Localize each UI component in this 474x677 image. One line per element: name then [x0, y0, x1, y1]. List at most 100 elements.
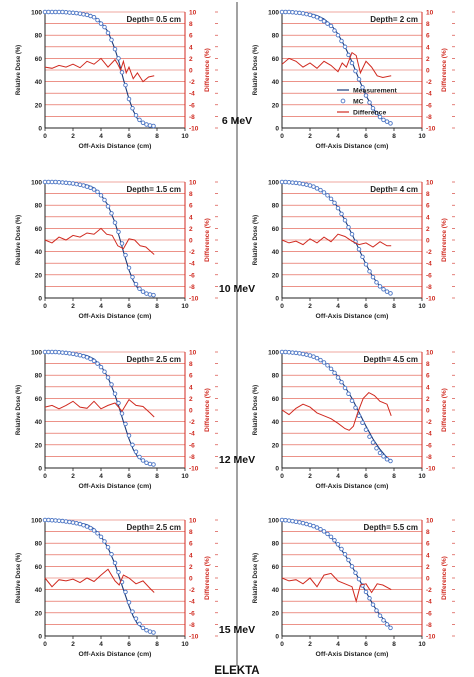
mc-marker: [363, 93, 369, 98]
y-tick-label: 60: [35, 564, 43, 571]
y2-tick-label: 8: [189, 191, 193, 198]
y-tick-label: 0: [38, 296, 42, 303]
mc-marker: [95, 361, 100, 366]
mc-marker: [53, 179, 58, 185]
mc-marker: [88, 356, 93, 362]
y2-tick-label: -10: [426, 296, 436, 303]
mc-marker: [346, 52, 351, 58]
mc-marker: [123, 421, 128, 427]
y2-tick-label: -2: [189, 587, 195, 594]
y-tick-label: 100: [268, 350, 279, 357]
y2-tick-label: 0: [426, 68, 430, 75]
y2-tick-label: 10: [189, 350, 197, 357]
mc-marker: [140, 120, 146, 126]
y2-tick-label: 6: [189, 373, 193, 380]
mc-marker: [283, 517, 288, 523]
mc-marker: [304, 11, 309, 17]
measurement-line: [45, 11, 155, 127]
mc-marker: [363, 262, 369, 267]
mc-marker: [332, 28, 337, 33]
mc-marker: [360, 420, 365, 426]
mc-marker: [339, 211, 344, 217]
difference-line: [44, 57, 155, 83]
x-tick-label: 4: [336, 303, 340, 310]
mc-marker: [335, 542, 341, 547]
y2-tick-label: 10: [189, 518, 197, 525]
mc-marker: [151, 462, 156, 467]
mc-marker: [353, 405, 358, 410]
mc-marker: [335, 375, 341, 380]
mc-marker: [286, 9, 292, 15]
mc-marker: [112, 560, 118, 566]
mc-marker: [102, 24, 107, 30]
mc-marker: [311, 354, 316, 359]
y2-tick-label: 4: [189, 214, 193, 221]
mc-marker: [353, 68, 358, 74]
mc-marker: [304, 182, 309, 187]
y-tick-label: 0: [275, 634, 279, 641]
mc-marker: [321, 360, 327, 365]
y-tick-label: 0: [275, 466, 279, 473]
y2-tick-label: 10: [189, 10, 197, 17]
y2-tick-label: 8: [426, 191, 430, 198]
mc-marker: [332, 370, 337, 376]
y2-tick-label: -8: [189, 454, 195, 461]
mc-marker: [318, 357, 323, 363]
mc-marker: [367, 100, 372, 105]
y-axis-title: Relative Dose (%): [16, 215, 22, 265]
mc-marker: [367, 269, 372, 274]
y2-tick-label: 6: [426, 33, 430, 40]
depth-label: Depth= 2.5 cm: [127, 523, 181, 532]
x-tick-label: 6: [127, 303, 131, 310]
y-tick-label: 20: [272, 272, 280, 279]
x-tick-label: 2: [308, 641, 312, 648]
x-tick-label: 8: [155, 303, 159, 310]
mc-marker: [286, 518, 292, 523]
x-tick-label: 8: [155, 133, 159, 140]
mc-marker: [388, 121, 393, 126]
y2-tick-label: 8: [426, 529, 430, 536]
mc-marker: [137, 117, 142, 123]
mc-marker: [67, 519, 72, 525]
y2-tick-label: 6: [189, 203, 193, 210]
y2-tick-label: 4: [189, 44, 193, 51]
mc-marker: [140, 289, 146, 294]
y-axis-title: Relative Dose (%): [253, 385, 259, 435]
y2-tick-label: 10: [426, 518, 434, 525]
mc-marker: [339, 546, 344, 552]
x-tick-label: 0: [280, 473, 284, 480]
mc-marker: [84, 355, 90, 360]
mc-marker: [147, 461, 153, 467]
mc-marker: [328, 196, 334, 202]
legend-mc-swatch: [340, 98, 346, 104]
y2-tick-label: -8: [189, 114, 195, 121]
x-tick-label: 0: [43, 303, 47, 310]
x-tick-label: 6: [364, 641, 368, 648]
mc-marker: [300, 11, 306, 16]
y2-axis-title: Difference (%): [441, 388, 448, 432]
mc-marker: [342, 551, 348, 557]
mc-marker: [140, 625, 146, 631]
mc-marker: [349, 231, 355, 237]
depth-label: Depth= 0.5 cm: [127, 15, 181, 24]
depth-label: Depth= 2 cm: [370, 15, 418, 24]
mc-marker: [130, 442, 135, 448]
mc-marker: [98, 193, 104, 198]
mc-marker: [60, 518, 65, 524]
mc-marker: [123, 82, 128, 88]
y2-tick-label: 2: [189, 56, 193, 63]
y2-tick-label: 8: [189, 529, 193, 536]
mc-marker: [105, 375, 111, 380]
mc-marker: [126, 433, 132, 438]
mc-marker: [367, 434, 372, 439]
y-tick-label: 80: [35, 541, 43, 548]
mc-marker: [144, 291, 149, 296]
mc-marker: [98, 534, 104, 540]
energy-label: 10 MeV: [219, 283, 255, 295]
x-tick-label: 0: [43, 473, 47, 480]
y2-tick-label: 10: [189, 180, 197, 187]
mc-marker: [293, 10, 299, 15]
y2-tick-label: 10: [426, 10, 434, 17]
